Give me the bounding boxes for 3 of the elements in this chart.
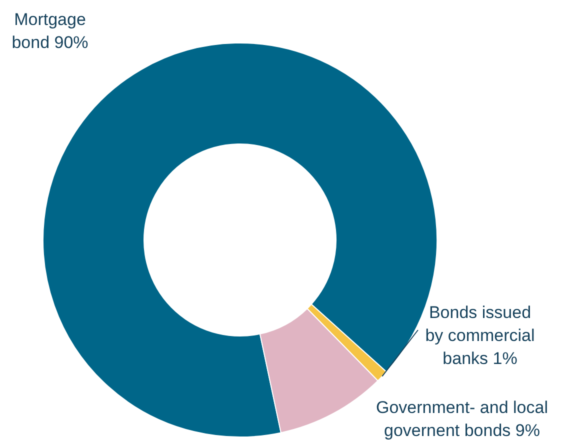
slice-label: Mortgage bond 90% bbox=[12, 10, 88, 52]
slice-label: Bonds issued by commercial banks 1% bbox=[425, 303, 535, 368]
slice-label: Government- and local governent bonds 9% bbox=[376, 398, 548, 440]
